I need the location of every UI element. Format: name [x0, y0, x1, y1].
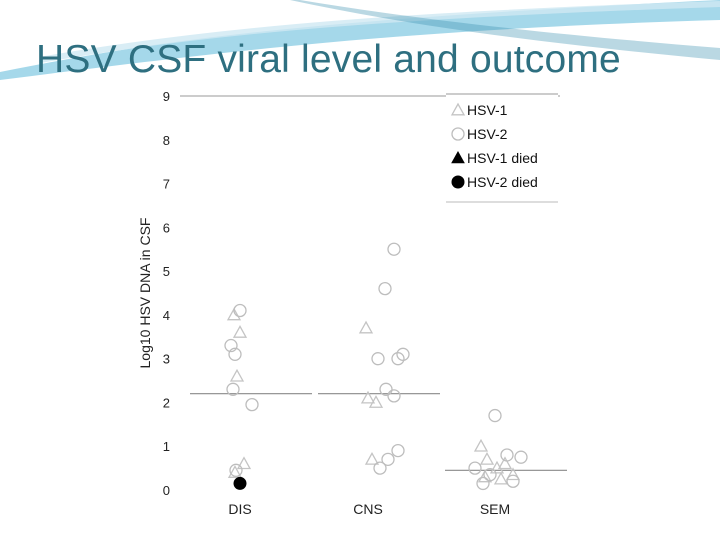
data-point-open-circle [224, 338, 238, 353]
data-point-open-circle [233, 303, 247, 318]
legend-label: HSV-1 died [467, 150, 538, 166]
legend-marker [451, 127, 465, 141]
data-point-open-circle [387, 242, 401, 256]
title-swoosh [0, 0, 720, 80]
data-point-open-circle [488, 408, 502, 423]
data-point-open-triangle [227, 465, 243, 478]
data-point-open-circle [228, 347, 242, 361]
data-point-open-triangle [368, 395, 384, 408]
data-point-open-circle [506, 474, 520, 488]
data-point-open-triangle [493, 471, 509, 485]
y-tick-label: 0 [163, 483, 170, 498]
legend-marker [451, 175, 465, 189]
data-point-open-triangle [497, 456, 513, 470]
data-point-open-triangle [479, 452, 495, 465]
y-tick-label: 4 [163, 308, 170, 323]
x-category-label: SEM [480, 501, 510, 517]
data-point-open-circle [387, 389, 401, 403]
data-point-open-circle [396, 347, 410, 361]
data-point-open-circle [476, 476, 490, 491]
data-point-open-triangle [358, 320, 374, 334]
data-point-open-circle [245, 397, 259, 412]
data-point-open-circle [514, 450, 528, 464]
data-point-open-triangle [229, 368, 245, 382]
data-point-open-circle [373, 461, 387, 475]
legend-label: HSV-2 [467, 126, 508, 142]
y-tick-label: 1 [163, 439, 170, 454]
data-point-open-triangle [360, 390, 376, 404]
y-tick-label: 9 [163, 89, 170, 104]
y-tick-label: 3 [163, 352, 170, 367]
data-point-open-triangle [364, 452, 380, 465]
x-category-label: DIS [228, 501, 251, 517]
data-point-open-circle [391, 443, 405, 458]
slide-title: HSV CSF viral level and outcome [36, 38, 621, 81]
data-point-open-circle [391, 352, 405, 366]
legend-label: HSV-2 died [467, 174, 538, 190]
corner-accent [290, 0, 720, 60]
data-point-open-triangle [473, 438, 489, 452]
data-point-open-triangle [232, 325, 248, 338]
x-category-label: CNS [353, 501, 383, 517]
legend-marker [450, 102, 466, 116]
data-point-open-circle [378, 281, 392, 296]
y-tick-label: 6 [163, 220, 170, 235]
y-axis-title: Log10 HSV DNA in CSF [137, 218, 153, 369]
data-point-open-circle [226, 382, 240, 396]
y-tick-label: 2 [163, 395, 170, 410]
legend-box [446, 92, 558, 202]
data-point-filled-circle [233, 476, 247, 490]
data-point-open-triangle [477, 469, 493, 483]
legend-marker [451, 150, 465, 164]
data-point-open-triangle [236, 456, 252, 470]
data-point-open-circle [229, 463, 243, 477]
title-swoosh-highlight [39, 1, 720, 63]
y-tick-label: 7 [163, 177, 170, 192]
data-point-open-circle [381, 452, 395, 467]
y-tick-label: 5 [163, 264, 170, 279]
data-point-open-circle [379, 382, 393, 396]
legend-label: HSV-1 [467, 102, 508, 118]
data-point-open-circle [483, 468, 497, 482]
data-point-open-circle [371, 352, 385, 366]
data-point-open-triangle [505, 467, 521, 481]
y-tick-label: 8 [163, 133, 170, 148]
data-point-open-triangle [226, 307, 242, 321]
data-point-open-circle [468, 461, 482, 475]
scatter-chart: 0 1 2 3 4 5 6 7 8 9 Log10 HSV DNA in CSF DIS CNS SEM H… [137, 86, 567, 517]
data-point-open-circle [500, 448, 514, 462]
